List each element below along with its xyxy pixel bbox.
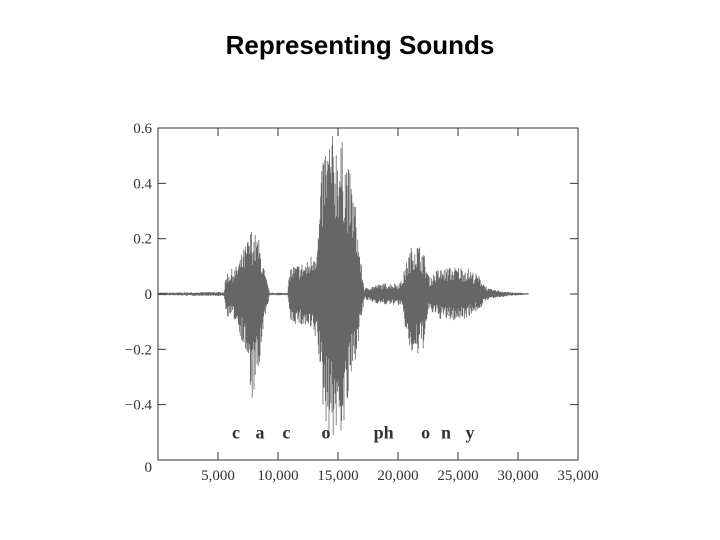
waveform (157, 136, 529, 435)
x-tick-label: 30,000 (497, 468, 538, 484)
y-tick-label: 0.2 (133, 232, 152, 248)
x-tick-label: 35,000 (557, 468, 598, 484)
y-tick-label: 0 (145, 287, 153, 303)
x-tick-label: 10,000 (257, 468, 298, 484)
axis-ticks (158, 127, 579, 460)
y-tick-label: 0.6 (133, 121, 152, 137)
phoneme-label: n (441, 422, 451, 442)
x-tick-label: 25,000 (437, 468, 478, 484)
phoneme-labels: c a c o ph o n y (232, 422, 475, 442)
phoneme-label: o (421, 422, 430, 442)
phoneme-label: c (232, 422, 240, 442)
tick-labels: 5,000 10,000 15,000 20,000 25,000 30,000 35,00… (125, 121, 599, 484)
phoneme-label: c (282, 422, 290, 442)
origin-label: 0 (145, 460, 153, 476)
y-tick-label: −0.2 (125, 342, 152, 358)
phoneme-label: ph (374, 422, 394, 442)
slide-title: Representing Sounds (225, 30, 495, 60)
x-tick-label: 5,000 (201, 468, 235, 484)
x-tick-label: 20,000 (377, 468, 418, 484)
y-tick-label: −0.4 (125, 398, 153, 414)
phoneme-label: y (466, 422, 475, 442)
waveform-trace (157, 136, 529, 435)
phoneme-label: a (256, 422, 265, 442)
x-tick-label: 15,000 (317, 468, 358, 484)
y-tick-label: 0.4 (133, 176, 152, 192)
phoneme-label: o (322, 422, 331, 442)
